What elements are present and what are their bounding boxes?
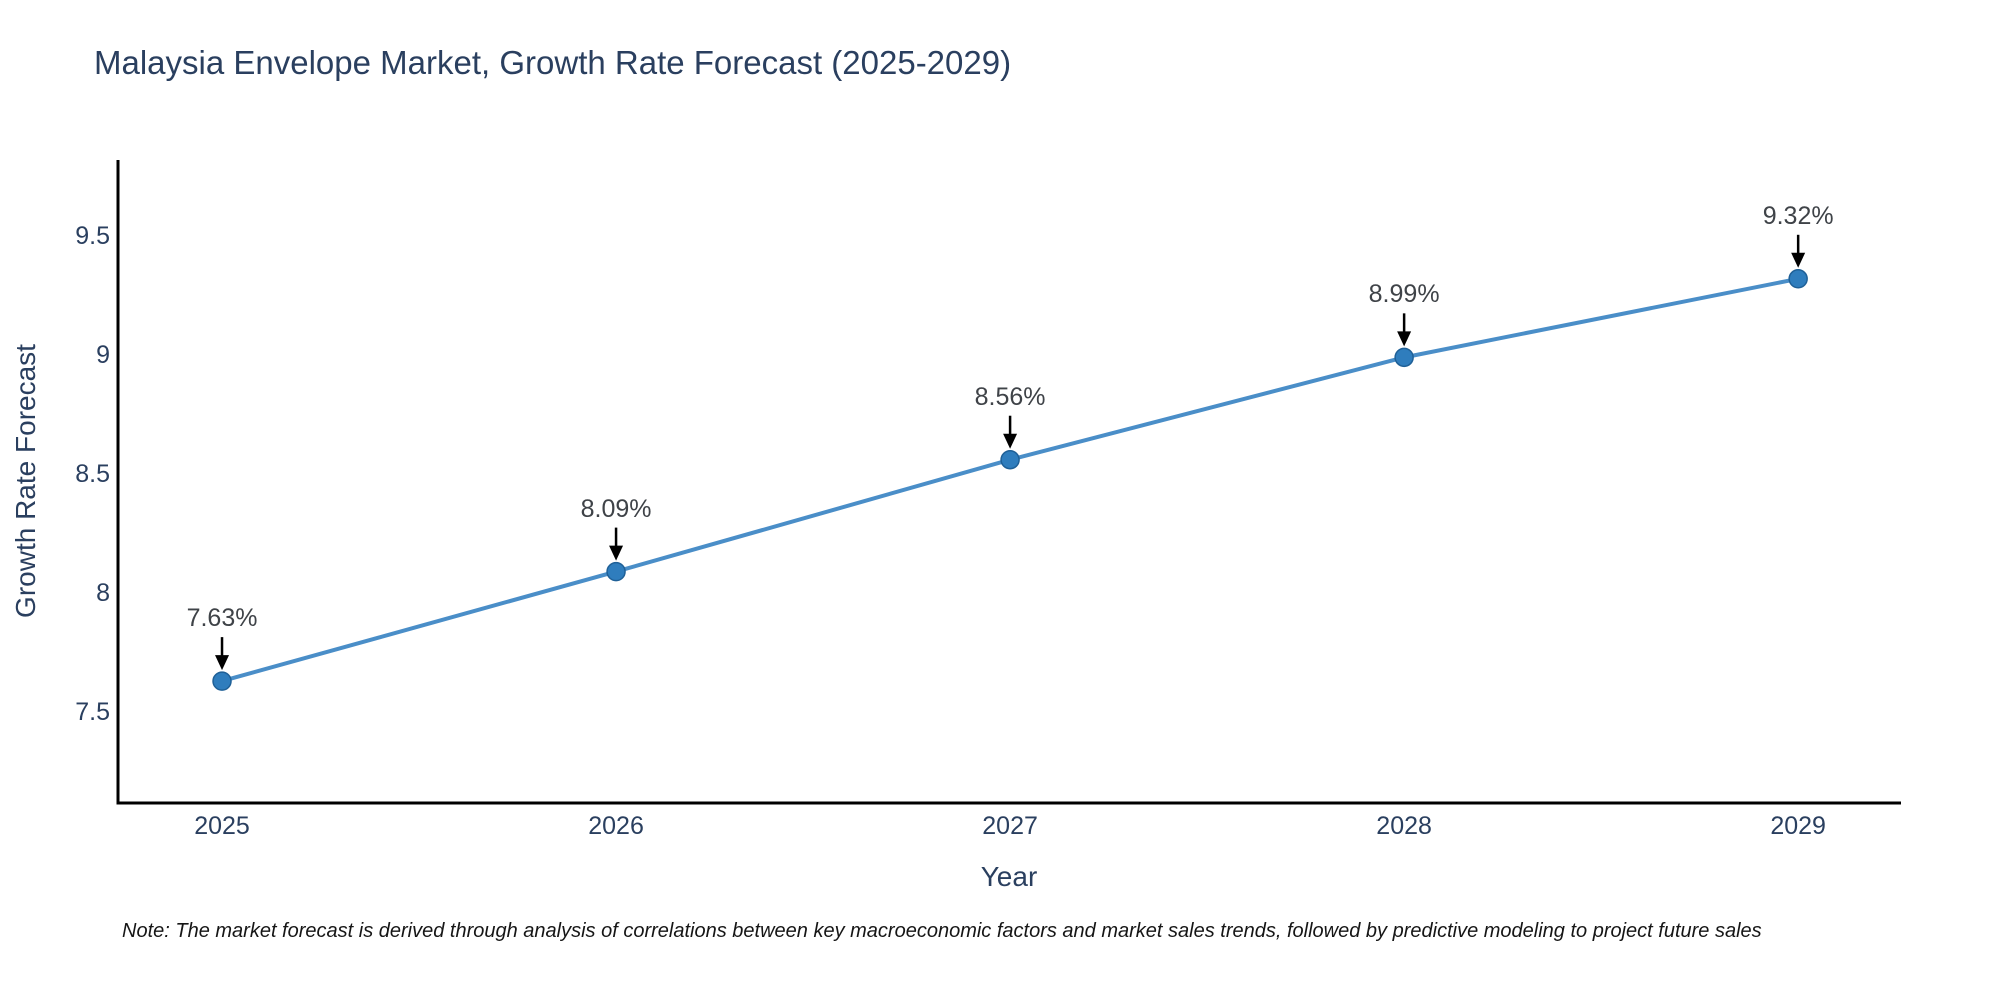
annotation-arrow-head bbox=[1397, 331, 1412, 347]
x-tick-label: 2027 bbox=[982, 812, 1038, 840]
point-value-label: 8.09% bbox=[580, 494, 652, 523]
series-line bbox=[220, 276, 1801, 684]
annotation-arrow-head bbox=[1791, 252, 1806, 268]
x-axis-title: Year bbox=[980, 861, 1038, 892]
annotation-arrow-head bbox=[215, 655, 230, 671]
y-tick-label: 7.5 bbox=[75, 698, 110, 727]
axes-lines bbox=[116, 160, 1901, 805]
point-value-label: 7.63% bbox=[186, 604, 258, 633]
footnote: Note: The market forecast is derived thr… bbox=[122, 920, 1762, 942]
data-point-marker bbox=[606, 561, 626, 582]
x-tick-label: 2025 bbox=[194, 812, 250, 840]
x-tick-label: 2029 bbox=[1770, 812, 1826, 840]
annotation-arrow-head bbox=[1003, 433, 1018, 449]
data-point-marker bbox=[212, 671, 232, 691]
y-tick-label: 9 bbox=[96, 340, 110, 369]
annotation-arrow-head bbox=[609, 545, 624, 561]
data-point-marker bbox=[1788, 269, 1808, 289]
point-value-label: 8.99% bbox=[1368, 280, 1440, 309]
x-tick-label: 2026 bbox=[588, 812, 644, 840]
chart-title: Malaysia Envelope Market, Growth Rate Fo… bbox=[94, 44, 1012, 81]
point-value-label: 8.56% bbox=[974, 382, 1046, 411]
y-tick-label: 8.5 bbox=[75, 460, 110, 488]
point-value-label: 9.32% bbox=[1762, 201, 1834, 230]
y-tick-label: 9.5 bbox=[75, 221, 110, 250]
data-point-marker bbox=[1394, 347, 1414, 368]
x-tick-label: 2028 bbox=[1376, 812, 1432, 840]
y-tick-label: 8 bbox=[96, 579, 110, 608]
data-point-marker bbox=[1000, 449, 1020, 470]
